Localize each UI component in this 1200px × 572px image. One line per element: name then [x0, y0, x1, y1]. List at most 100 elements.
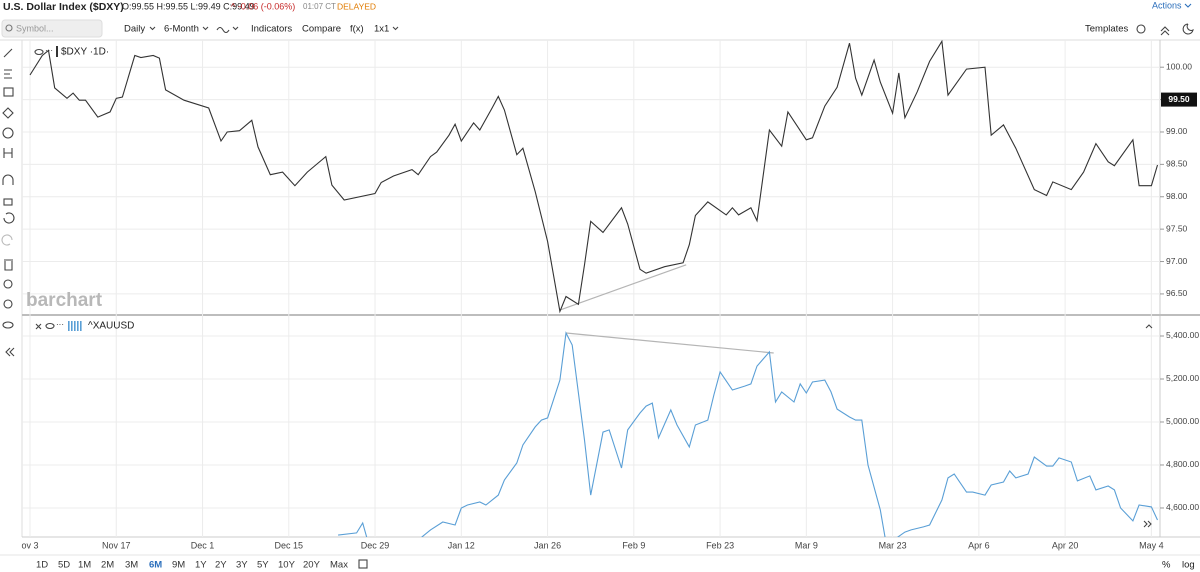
- x-tick-label: Mar 23: [879, 540, 907, 550]
- x-tick-label: ov 3: [22, 540, 39, 550]
- x-tick-label: May 4: [1139, 540, 1164, 550]
- tool-delete[interactable]: [4, 259, 13, 271]
- actions-chevron: [1184, 3, 1192, 8]
- y-tick-label: 100.00: [1166, 61, 1192, 71]
- settings-button[interactable]: [1136, 24, 1146, 34]
- compare-button[interactable]: Compare: [302, 24, 341, 35]
- series-swatch: [56, 46, 58, 57]
- layout-menu[interactable]: 1x1: [374, 24, 389, 35]
- collapse-button[interactable]: [1160, 26, 1170, 36]
- x-tick-label: Feb 9: [622, 540, 645, 550]
- y-tick-label: 99.00: [1166, 126, 1188, 136]
- y-tick-label: 4,600.00: [1166, 502, 1199, 512]
- search-icon: [5, 24, 13, 32]
- range-button[interactable]: 9M: [172, 560, 185, 571]
- tool-zoom-out[interactable]: [3, 299, 13, 309]
- percent-toggle[interactable]: %: [1162, 560, 1171, 571]
- price-line: [338, 331, 1158, 537]
- chart-style-button[interactable]: [216, 26, 230, 34]
- x-tick-label: Nov 17: [102, 540, 131, 550]
- range-button[interactable]: 6M: [149, 560, 162, 571]
- y-tick-label: 4,800.00: [1166, 459, 1199, 469]
- watermark: barchart: [26, 290, 103, 311]
- y-tick-label: 96.50: [1166, 288, 1188, 298]
- eye-icon[interactable]: [34, 48, 44, 56]
- tool-line[interactable]: [3, 48, 13, 58]
- tool-undo[interactable]: [3, 212, 15, 224]
- fx-button[interactable]: f(x): [350, 24, 364, 35]
- price-line: [29, 40, 1159, 314]
- change: ^ -0.06 (-0.06%): [231, 1, 295, 11]
- range-button[interactable]: 5Y: [257, 560, 269, 571]
- close-pane[interactable]: [35, 323, 42, 330]
- trend-line: [565, 332, 774, 354]
- symbol-title: U.S. Dollar Index ($DXY): [3, 1, 124, 13]
- interval-menu[interactable]: Daily: [124, 24, 145, 35]
- tool-rect[interactable]: [3, 87, 14, 97]
- range-button[interactable]: 3Y: [236, 560, 248, 571]
- period-menu[interactable]: 6-Month: [164, 24, 199, 35]
- x-tick-label: Dec 29: [361, 540, 390, 550]
- x-tick-label: Dec 15: [275, 540, 304, 550]
- search-box[interactable]: [1, 19, 103, 38]
- tool-shape[interactable]: [2, 107, 14, 119]
- tool-magnet[interactable]: [2, 174, 14, 185]
- log-toggle[interactable]: log: [1182, 560, 1195, 571]
- range-button[interactable]: 1D: [36, 560, 48, 571]
- time: 01:07 CT: [303, 2, 336, 11]
- y-tick-label: 5,000.00: [1166, 416, 1199, 426]
- x-tick-label: Apr 6: [968, 540, 990, 550]
- tool-redo[interactable]: [1, 234, 13, 246]
- tool-visibility[interactable]: [2, 321, 14, 329]
- tool-measure[interactable]: [3, 148, 13, 158]
- x-tick-label: Apr 20: [1052, 540, 1079, 550]
- y-tick-label: 97.00: [1166, 256, 1188, 266]
- pane-collapse[interactable]: [1145, 324, 1153, 329]
- tool-lock[interactable]: [3, 198, 13, 206]
- x-tick-label: Dec 1: [191, 540, 215, 550]
- theme-button[interactable]: [1182, 23, 1194, 35]
- last-price-box: [1161, 92, 1197, 107]
- more-icon: ···: [45, 46, 53, 55]
- range-button[interactable]: 1Y: [195, 560, 207, 571]
- range-buttons: 1D 5D 1M 2M 3M 6M 9M 1Y 2Y 3Y 5Y 10Y 20Y Max: [36, 560, 348, 571]
- indicators-button[interactable]: Indicators: [251, 24, 292, 35]
- y-tick-label: 97.50: [1166, 223, 1188, 233]
- chevron: [392, 26, 399, 31]
- range-button[interactable]: 3M: [125, 560, 138, 571]
- tool-info[interactable]: [2, 127, 14, 139]
- range-button[interactable]: 2Y: [215, 560, 227, 571]
- search-placeholder: Symbol...: [16, 23, 54, 33]
- trend-line: [559, 264, 687, 311]
- status: DELAYED: [337, 1, 376, 11]
- pane-title: ^XAUUSD: [88, 321, 134, 332]
- range-button[interactable]: 1M: [78, 560, 91, 571]
- chevron: [149, 26, 156, 31]
- date-picker[interactable]: [358, 559, 368, 569]
- scroll-right[interactable]: [1143, 520, 1152, 528]
- range-button[interactable]: 20Y: [303, 560, 321, 571]
- last-price-label: 99.50: [1168, 94, 1190, 104]
- y-tick-label: 98.50: [1166, 159, 1188, 169]
- drawing-tools: [1, 48, 15, 357]
- y-tick-label: 5,400.00: [1166, 330, 1199, 340]
- range-button[interactable]: Max: [330, 560, 348, 571]
- chevron: [232, 26, 239, 31]
- actions-button[interactable]: Actions: [1152, 0, 1182, 10]
- templates-button[interactable]: Templates: [1085, 24, 1129, 35]
- more-icon: ···: [56, 320, 64, 329]
- range-button[interactable]: 2M: [101, 560, 114, 571]
- range-button[interactable]: 10Y: [278, 560, 296, 571]
- x-tick-label: Feb 23: [706, 540, 734, 550]
- x-tick-label: Mar 9: [795, 540, 818, 550]
- range-button[interactable]: 5D: [58, 560, 70, 571]
- tool-fib[interactable]: [4, 69, 12, 79]
- tool-expand[interactable]: [5, 347, 15, 357]
- eye-icon[interactable]: [45, 322, 55, 330]
- x-tick-label: Jan 26: [534, 540, 561, 550]
- tool-zoom-in[interactable]: [3, 279, 13, 289]
- plot-layer: ov 3 Nov 17 Dec 1 Dec 15 Dec 29 Jan 12 Jan 26 F…: [22, 40, 1199, 550]
